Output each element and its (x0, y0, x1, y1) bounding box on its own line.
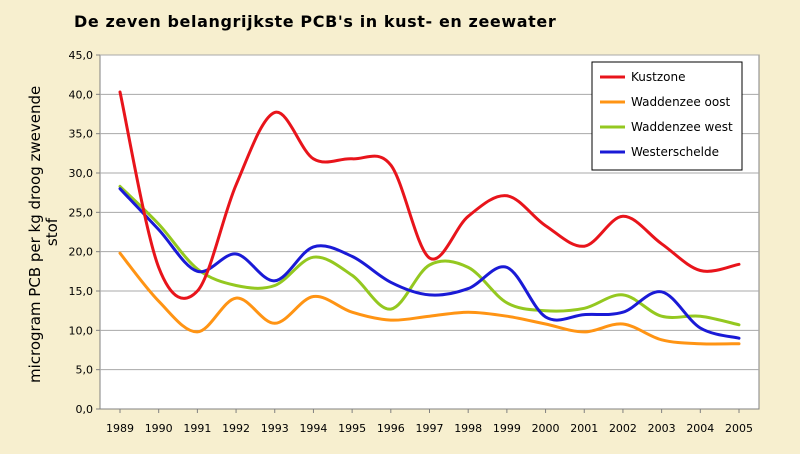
y-tick-label: 35,0 (69, 128, 94, 141)
x-tick-label: 1996 (377, 422, 405, 435)
x-tick-label: 2004 (686, 422, 714, 435)
legend-label-waddenzee-oost: Waddenzee oost (631, 95, 730, 109)
x-tick-label: 1991 (183, 422, 211, 435)
x-tick-label: 1992 (222, 422, 250, 435)
y-tick-label: 40,0 (69, 88, 94, 101)
series-line-waddenzee-oost (118, 251, 741, 346)
x-axis-ticks: 1989 1990 1991 1992 1993 1994 1995 1996 1997 1998… (106, 409, 753, 435)
y-tick-label: 15,0 (69, 285, 94, 298)
chart-title: De zeven belangrijkste PCB's in kust- en… (74, 12, 557, 31)
x-tick-label: 1989 (106, 422, 134, 435)
y-tick-label: 5,0 (76, 364, 94, 377)
x-tick-label: 2000 (532, 422, 560, 435)
y-tick-label: 25,0 (69, 206, 94, 219)
series-lines (118, 90, 741, 346)
x-tick-label: 2001 (570, 422, 598, 435)
y-tick-label: 0,0 (76, 403, 94, 416)
x-tick-label: 1997 (416, 422, 444, 435)
series-line-westerschelde (118, 187, 741, 340)
x-tick-label: 1994 (299, 422, 327, 435)
y-axis-label-line-1: microgram PCB per kg droog zwevende (26, 86, 44, 383)
y-axis-label-line-2: stof (43, 217, 61, 246)
legend: Kustzone Waddenzee oost Waddenzee west West… (591, 61, 743, 171)
x-tick-label: 2002 (609, 422, 637, 435)
y-axis-ticks: 0,0 5,0 10,0 15,0 20,0 25,0 30,0 35,0 40,0 45,0 (69, 49, 100, 416)
y-tick-label: 10,0 (69, 324, 94, 337)
y-axis-label: microgram PCB per kg droog zwevende stof (26, 81, 61, 383)
legend-label-westerschelde: Westerschelde (631, 145, 719, 159)
legend-label-kustzone: Kustzone (631, 70, 685, 84)
series-line-kustzone (118, 90, 741, 300)
x-tick-label: 1998 (454, 422, 482, 435)
y-tick-label: 30,0 (69, 167, 94, 180)
series-line-waddenzee-west (118, 184, 741, 327)
legend-label-waddenzee-west: Waddenzee west (631, 120, 733, 134)
x-tick-label: 2005 (725, 422, 753, 435)
x-tick-label: 1990 (145, 422, 173, 435)
y-tick-label: 20,0 (69, 246, 94, 259)
x-tick-label: 1995 (338, 422, 366, 435)
x-tick-label: 1993 (261, 422, 289, 435)
y-tick-label: 45,0 (69, 49, 94, 62)
x-tick-label: 2003 (648, 422, 676, 435)
x-tick-label: 1999 (493, 422, 521, 435)
